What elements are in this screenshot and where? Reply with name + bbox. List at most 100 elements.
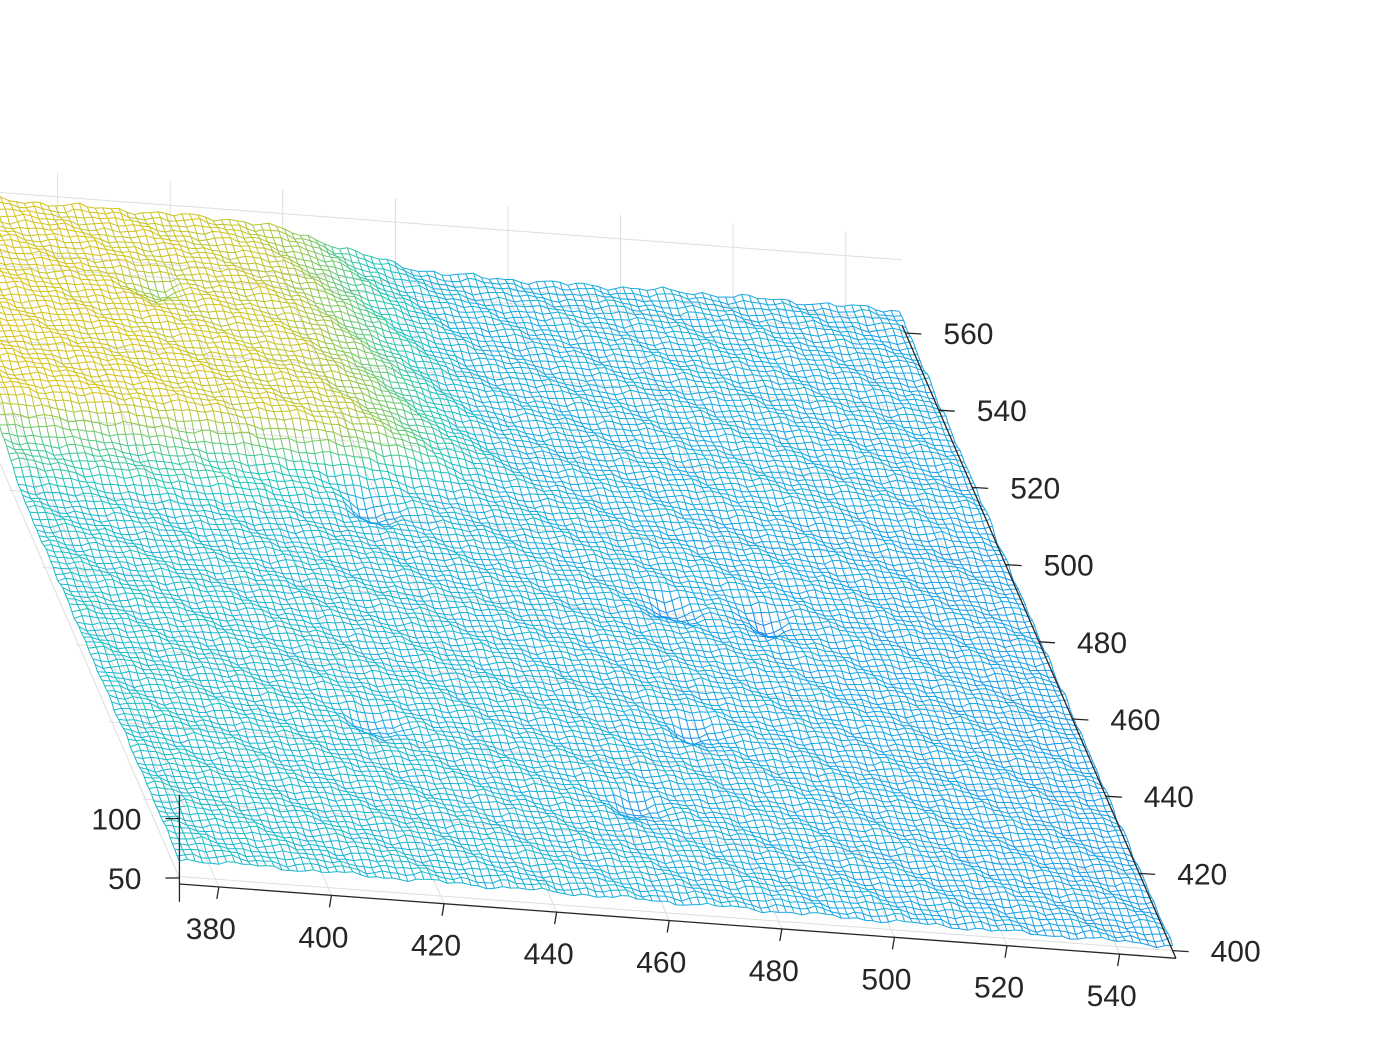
mesh-segment bbox=[726, 471, 735, 474]
mesh-segment bbox=[12, 413, 21, 416]
mesh-segment bbox=[642, 367, 651, 369]
mesh-segment bbox=[368, 423, 377, 425]
mesh-segment bbox=[658, 351, 668, 356]
mesh-segment bbox=[187, 401, 196, 404]
mesh-segment bbox=[793, 488, 802, 491]
mesh-segment bbox=[49, 259, 58, 262]
mesh-segment bbox=[208, 293, 217, 297]
mesh-segment bbox=[72, 275, 81, 280]
mesh-segment bbox=[662, 286, 671, 291]
mesh-segment bbox=[28, 263, 37, 266]
mesh-segment bbox=[280, 254, 289, 257]
mesh-segment bbox=[357, 337, 366, 340]
mesh-segment bbox=[507, 425, 516, 428]
mesh-segment bbox=[327, 314, 336, 317]
mesh-segment bbox=[768, 465, 777, 468]
mesh-segment bbox=[160, 306, 169, 310]
mesh-segment bbox=[890, 323, 899, 325]
mesh-segment bbox=[951, 500, 960, 504]
mesh-segment bbox=[674, 460, 683, 463]
mesh-segment bbox=[826, 333, 835, 336]
mesh-segment bbox=[598, 299, 607, 304]
mesh-segment bbox=[150, 211, 159, 214]
mesh-segment bbox=[230, 329, 239, 332]
mesh-segment bbox=[111, 297, 120, 300]
mesh-segment bbox=[835, 460, 844, 463]
mesh-segment bbox=[740, 398, 749, 401]
mesh-segment bbox=[131, 257, 140, 261]
mesh-segment bbox=[30, 215, 40, 220]
mesh-segment bbox=[152, 271, 161, 274]
mesh-segment bbox=[36, 299, 45, 302]
mesh-segment bbox=[793, 346, 802, 351]
mesh-segment bbox=[939, 489, 948, 492]
mesh-segment bbox=[553, 305, 562, 308]
mesh-segment bbox=[872, 353, 881, 356]
mesh-segment bbox=[660, 461, 669, 464]
mesh-segment bbox=[686, 415, 696, 420]
mesh-segment bbox=[535, 440, 544, 443]
mesh-segment bbox=[291, 280, 300, 285]
mesh-segment bbox=[884, 432, 893, 434]
mesh-segment bbox=[696, 348, 705, 353]
mesh-segment bbox=[433, 403, 442, 406]
mesh-segment bbox=[657, 435, 666, 437]
mesh-segment bbox=[876, 468, 885, 470]
mesh-segment bbox=[693, 449, 702, 452]
mesh-segment bbox=[481, 363, 490, 367]
mesh-segment bbox=[652, 423, 661, 430]
mesh-segment bbox=[650, 403, 659, 406]
mesh-segment bbox=[26, 404, 35, 407]
mesh-segment bbox=[742, 421, 751, 426]
mesh-segment bbox=[8, 251, 17, 255]
mesh-segment bbox=[454, 321, 463, 324]
mesh-segment bbox=[643, 350, 652, 353]
mesh-segment bbox=[193, 243, 202, 246]
mesh-segment bbox=[81, 313, 90, 315]
mesh-segment bbox=[65, 350, 74, 352]
mesh-segment bbox=[779, 314, 788, 318]
mesh-segment bbox=[233, 281, 242, 284]
mesh-segment bbox=[153, 298, 162, 301]
mesh-segment bbox=[11, 330, 20, 332]
mesh-segment bbox=[293, 333, 303, 339]
mesh-segment bbox=[69, 235, 78, 238]
mesh-segment bbox=[406, 291, 415, 294]
mesh-segment bbox=[620, 334, 629, 336]
mesh-segment bbox=[35, 227, 44, 230]
mesh-segment bbox=[537, 406, 546, 409]
mesh-segment bbox=[584, 463, 593, 466]
mesh-segment bbox=[908, 420, 917, 423]
mesh-segment bbox=[736, 389, 745, 392]
mesh-segment bbox=[808, 416, 817, 420]
mesh-segment bbox=[408, 295, 417, 301]
mesh-segment bbox=[893, 315, 902, 317]
mesh-segment bbox=[589, 367, 598, 371]
mesh-segment bbox=[531, 372, 540, 376]
mesh-segment bbox=[280, 337, 289, 340]
mesh-segment bbox=[417, 316, 426, 320]
mesh-segment bbox=[765, 424, 774, 426]
mesh-segment bbox=[277, 348, 286, 351]
mesh-segment bbox=[389, 381, 398, 384]
mesh-segment bbox=[531, 322, 540, 327]
mesh-segment bbox=[97, 412, 106, 414]
mesh-segment bbox=[745, 410, 754, 414]
mesh-segment bbox=[779, 366, 788, 372]
mesh-segment bbox=[94, 222, 103, 225]
mesh-segment bbox=[138, 375, 147, 379]
mesh-segment bbox=[534, 450, 543, 453]
mesh-segment bbox=[133, 283, 142, 287]
mesh-segment bbox=[165, 314, 174, 318]
mesh-segment bbox=[680, 295, 689, 300]
mesh-segment bbox=[108, 344, 117, 349]
mesh-segment bbox=[98, 234, 107, 236]
mesh-segment bbox=[748, 398, 757, 401]
mesh-segment bbox=[561, 390, 570, 394]
mesh-segment bbox=[661, 356, 670, 361]
mesh-segment bbox=[563, 360, 572, 363]
mesh-segment bbox=[769, 308, 778, 311]
mesh-segment bbox=[66, 247, 75, 249]
mesh-segment bbox=[688, 297, 697, 300]
mesh-segment bbox=[494, 378, 503, 381]
